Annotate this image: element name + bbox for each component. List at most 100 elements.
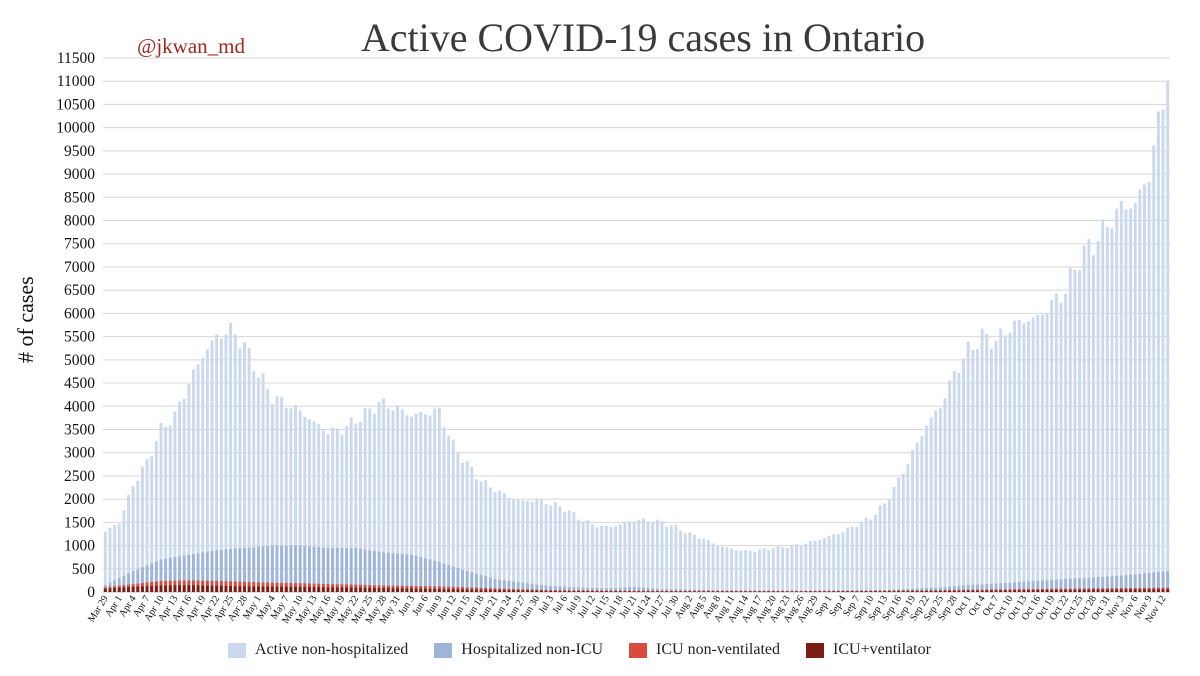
- bar-hospitalized-non-icu: [934, 587, 938, 592]
- bar-hospitalized-non-icu: [1110, 576, 1114, 592]
- bar-icu-ventilator: [447, 589, 451, 592]
- bar-hospitalized-non-icu: [382, 552, 386, 592]
- bar-hospitalized-non-icu: [410, 554, 413, 592]
- bar-active-non-hospitalized: [642, 518, 645, 592]
- bar-icu-ventilator: [539, 590, 543, 592]
- bar-active-non-hospitalized: [595, 527, 599, 592]
- bar-active-non-hospitalized: [433, 408, 437, 592]
- bar-active-non-hospitalized: [915, 442, 919, 592]
- bar-active-non-hospitalized: [790, 544, 794, 592]
- bar-icu-ventilator: [275, 586, 279, 592]
- bar-hospitalized-non-icu: [1166, 571, 1170, 592]
- bar-hospitalized-non-icu: [920, 588, 924, 592]
- bar-icu-ventilator: [479, 589, 483, 592]
- bar-active-non-hospitalized: [994, 341, 998, 592]
- bar-hospitalized-non-icu: [623, 587, 627, 592]
- bar-hospitalized-non-icu: [600, 588, 604, 592]
- bar-icu-ventilator: [173, 585, 177, 592]
- bar-icu-ventilator: [377, 587, 381, 592]
- bar-active-non-hospitalized: [600, 525, 604, 592]
- bar-icu-ventilator: [308, 587, 311, 592]
- bar-active-non-hospitalized: [1082, 245, 1086, 592]
- legend: Active non-hospitalized Hospitalized non…: [228, 640, 957, 660]
- bar-icu-ventilator: [637, 591, 641, 592]
- bar-hospitalized-non-icu: [595, 587, 599, 592]
- bar-icu-ventilator: [563, 590, 567, 592]
- bar-active-non-hospitalized: [1129, 208, 1133, 593]
- bar-hospitalized-non-icu: [475, 573, 478, 592]
- bar-active-non-hospitalized: [1013, 320, 1017, 592]
- bar-hospitalized-non-icu: [192, 554, 195, 592]
- bar-hospitalized-non-icu: [1133, 574, 1137, 592]
- bar-hospitalized-non-icu: [131, 571, 135, 592]
- bar-active-non-hospitalized: [154, 441, 158, 592]
- bar-active-non-hospitalized: [122, 510, 126, 592]
- bar-hospitalized-non-icu: [331, 547, 335, 592]
- bar-hospitalized-non-icu: [136, 569, 140, 592]
- bar-active-non-hospitalized: [869, 519, 873, 592]
- bar-icu-ventilator: [391, 588, 395, 592]
- bar-active-non-hospitalized: [247, 347, 251, 592]
- bar-active-non-hospitalized: [628, 521, 631, 592]
- bar-icu-ventilator: [655, 591, 659, 592]
- y-tick-label: 10500: [56, 96, 95, 113]
- bar-active-non-hospitalized: [261, 373, 265, 592]
- bar-active-non-hospitalized: [196, 364, 200, 592]
- bar-hospitalized-non-icu: [1008, 582, 1012, 592]
- bar-active-non-hospitalized: [1156, 111, 1160, 592]
- bar-icu-ventilator: [516, 590, 520, 592]
- bar-hospitalized-non-icu: [683, 589, 687, 592]
- bar-icu-ventilator: [103, 588, 107, 592]
- y-tick-label: 3500: [64, 421, 95, 438]
- legend-swatch-ventilator: [806, 642, 825, 658]
- bar-hospitalized-non-icu: [925, 588, 928, 592]
- bar-icu-ventilator: [795, 591, 798, 592]
- bar-icu-ventilator: [688, 591, 692, 592]
- bar-icu-ventilator: [595, 591, 599, 592]
- bar-hospitalized-non-icu: [637, 587, 641, 592]
- bar-active-non-hospitalized: [1064, 293, 1068, 592]
- bar-hospitalized-non-icu: [669, 589, 673, 592]
- bar-icu-ventilator: [382, 588, 386, 592]
- bar-active-non-hospitalized: [911, 450, 914, 592]
- bar-icu-ventilator: [646, 591, 650, 592]
- bar-active-non-hospitalized: [382, 398, 386, 592]
- bar-icu-ventilator: [702, 591, 706, 592]
- bar-icu-ventilator: [883, 591, 887, 592]
- bar-icu-ventilator: [1105, 589, 1109, 592]
- bar-icu-ventilator: [196, 585, 200, 592]
- bar-icu-ventilator: [456, 589, 460, 592]
- bar-icu-ventilator: [1073, 589, 1077, 592]
- bar-hospitalized-non-icu: [915, 588, 919, 592]
- bar-icu-ventilator: [252, 586, 256, 592]
- bar-active-non-hospitalized: [1059, 302, 1063, 592]
- bar-active-non-hospitalized: [270, 404, 274, 592]
- bar-active-non-hospitalized: [938, 408, 942, 592]
- bar-icu-ventilator: [238, 586, 242, 592]
- bar-icu-ventilator: [730, 591, 734, 592]
- bar-active-non-hospitalized: [809, 541, 812, 592]
- bar-active-non-hospitalized: [331, 427, 335, 592]
- bar-icu-ventilator: [521, 590, 525, 592]
- legend-label-ventilator: ICU+ventilator: [833, 641, 931, 658]
- bar-active-non-hospitalized: [799, 545, 803, 592]
- bar-active-non-hospitalized: [716, 546, 720, 592]
- bar-active-non-hospitalized: [920, 436, 924, 592]
- bar-active-non-hospitalized: [192, 369, 195, 592]
- bar-hospitalized-non-icu: [539, 584, 543, 592]
- bar-active-non-hospitalized: [795, 544, 798, 592]
- bar-hospitalized-non-icu: [971, 584, 975, 592]
- bar-icu-ventilator: [326, 587, 330, 592]
- bar-hospitalized-non-icu: [428, 559, 432, 592]
- bar-icu-ventilator: [127, 587, 130, 592]
- bar-hospitalized-non-icu: [266, 545, 270, 592]
- bar-active-non-hospitalized: [488, 487, 492, 592]
- bar-hospitalized-non-icu: [178, 556, 181, 592]
- bar-icu-ventilator: [590, 591, 594, 592]
- y-tick-label: 5500: [64, 329, 95, 346]
- bar-icu-ventilator: [628, 591, 631, 592]
- bar-icu-ventilator: [790, 591, 794, 592]
- bar-active-non-hospitalized: [386, 408, 390, 592]
- bar-hospitalized-non-icu: [1003, 583, 1007, 592]
- bar-active-non-hospitalized: [210, 340, 214, 592]
